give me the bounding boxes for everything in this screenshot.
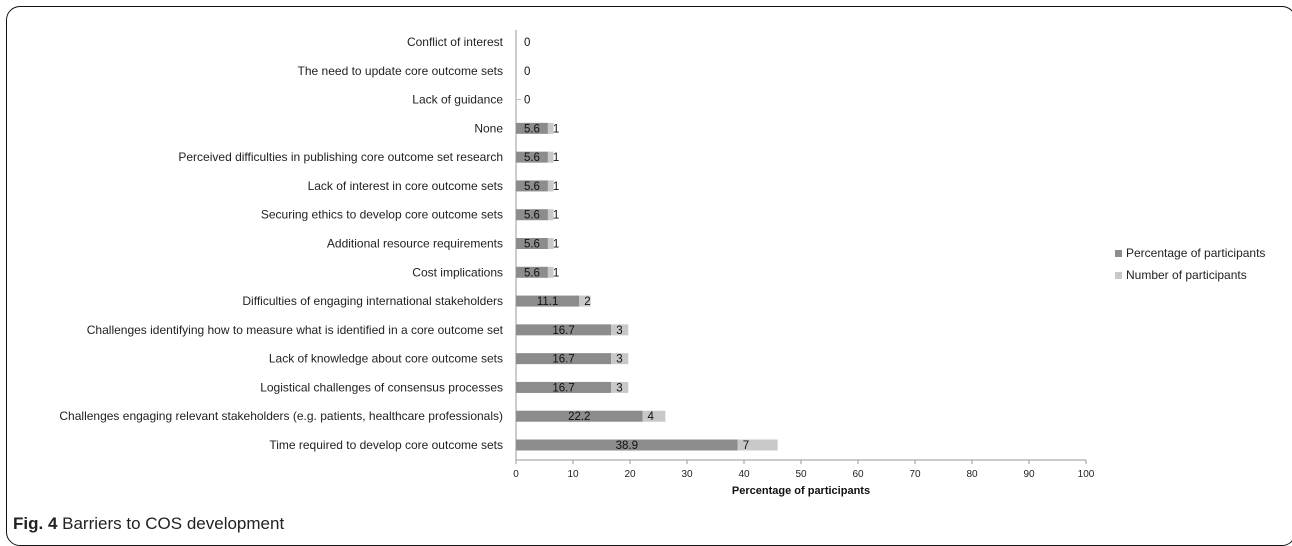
bar-count: [547, 180, 554, 192]
x-tick-label: 20: [624, 469, 636, 480]
category-label: Lack of knowledge about core outcome set…: [269, 352, 503, 366]
count-data-label: 0: [524, 95, 530, 107]
category-label: Conflict of interest: [407, 35, 504, 49]
caption-text: Barriers to COS development: [62, 514, 285, 533]
category-label: Lack of guidance: [412, 93, 503, 107]
bar-count: [611, 381, 629, 393]
category-label: Additional resource requirements: [327, 237, 503, 251]
bar-count: [642, 410, 666, 422]
category-label: Challenges engaging relevant stakeholder…: [59, 409, 503, 423]
x-axis-title: Percentage of participants: [732, 485, 870, 497]
count-data-label: 1: [553, 181, 559, 193]
category-label: Difficulties of engaging international s…: [242, 294, 503, 308]
bar-percentage: [516, 180, 548, 192]
caption-label: Fig. 4: [13, 514, 58, 533]
bar-percentage: [516, 122, 548, 134]
category-label: Lack of interest in core outcome sets: [308, 179, 503, 193]
percentage-data-label: 5.6: [524, 267, 540, 279]
bar-percentage: [516, 410, 643, 422]
bar-count: [547, 266, 554, 278]
percentage-data-label: 16.7: [552, 325, 574, 337]
bar-percentage: [516, 266, 548, 278]
percentage-data-label: 5.6: [524, 210, 540, 222]
x-tick-label: 60: [852, 469, 864, 480]
percentage-data-label: 5.6: [524, 239, 540, 251]
bar-percentage: [516, 295, 580, 307]
x-tick-label: 80: [966, 469, 978, 480]
bar-percentage: [516, 209, 548, 221]
bar-percentage: [516, 324, 612, 336]
legend-label: Number of participants: [1126, 268, 1247, 282]
count-data-label: 3: [616, 354, 622, 366]
bar-count: [611, 353, 629, 365]
percentage-data-label: 5.6: [524, 123, 540, 135]
percentage-data-label: 11.1: [537, 296, 559, 308]
count-data-label: 7: [743, 440, 749, 452]
bar-count: [547, 209, 554, 221]
x-tick-label: 40: [738, 469, 750, 480]
x-tick-label: 0: [513, 469, 519, 480]
legend-swatch: [1115, 250, 1122, 257]
bar-count: [611, 324, 629, 336]
count-data-label: 1: [553, 210, 559, 222]
count-data-label: 4: [648, 411, 655, 423]
legend-label: Percentage of participants: [1126, 246, 1265, 260]
category-label: Time required to develop core outcome se…: [269, 438, 503, 452]
count-data-label: 3: [616, 382, 622, 394]
bar-count: [737, 439, 778, 451]
category-label: Logistical challenges of consensus proce…: [260, 380, 503, 394]
figure-caption: Fig. 4 Barriers to COS development: [13, 514, 284, 534]
bar-percentage: [516, 353, 612, 365]
count-data-label: 1: [553, 123, 559, 135]
category-label: The need to update core outcome sets: [298, 64, 503, 78]
percentage-data-label: 5.6: [524, 181, 540, 193]
bar-count: [579, 295, 591, 307]
bar-percentage: [516, 381, 612, 393]
bar-percentage: [516, 439, 738, 451]
count-data-label: 0: [524, 37, 530, 49]
category-label: Challenges identifying how to measure wh…: [87, 323, 504, 337]
category-label: Securing ethics to develop core outcome …: [261, 208, 503, 222]
count-data-label: 1: [553, 267, 559, 279]
percentage-data-label: 16.7: [552, 382, 574, 394]
count-data-label: 3: [616, 325, 622, 337]
x-tick-label: 100: [1078, 469, 1095, 480]
bar-percentage: [516, 151, 548, 163]
x-tick-label: 70: [909, 469, 921, 480]
x-tick-label: 90: [1023, 469, 1035, 480]
x-tick-label: 10: [567, 469, 579, 480]
count-data-label: 1: [553, 239, 559, 251]
legend-swatch: [1115, 272, 1122, 279]
category-label: Cost implications: [412, 265, 503, 279]
category-label: None: [474, 121, 503, 135]
bar-count: [547, 238, 554, 249]
percentage-data-label: 5.6: [524, 152, 540, 164]
count-data-label: 2: [584, 296, 590, 308]
percentage-data-label: 38.9: [616, 440, 638, 452]
bar-count: [547, 122, 554, 134]
x-tick-label: 30: [681, 469, 693, 480]
percentage-data-label: 16.7: [552, 354, 574, 366]
bar-percentage: [516, 238, 548, 249]
x-tick-label: 50: [795, 469, 807, 480]
bar-chart: Conflict of interest 0 The need to update …: [59, 30, 1265, 497]
count-data-label: 0: [524, 66, 530, 78]
category-label: Perceived difficulties in publishing cor…: [178, 150, 503, 164]
percentage-data-label: 22.2: [568, 411, 590, 423]
count-data-label: 1: [553, 152, 559, 164]
bar-count: [547, 151, 554, 163]
